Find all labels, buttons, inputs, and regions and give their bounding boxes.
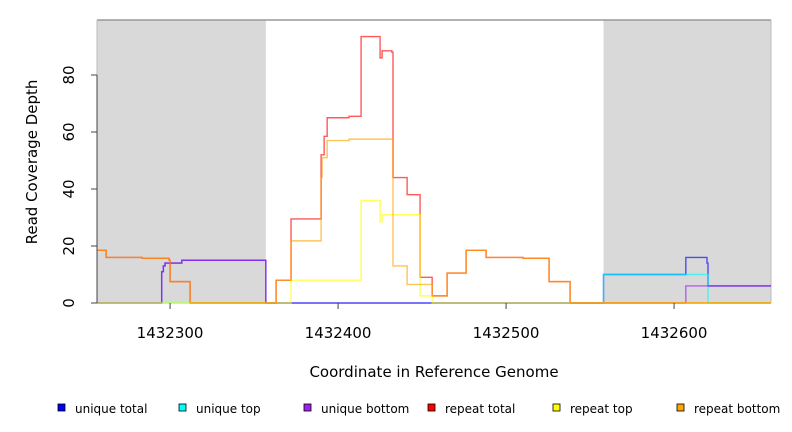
y-tick-label: 40 [60, 179, 78, 198]
legend-swatch-unique-bottom [303, 403, 312, 412]
x-tick-label: 1432500 [473, 324, 540, 342]
x-tick-label: 1432400 [305, 324, 372, 342]
series-line-repeat-top [97, 199, 771, 304]
shaded-region [603, 20, 771, 303]
y-tick-label: 80 [60, 65, 78, 84]
shaded-region [97, 20, 266, 303]
legend-label: unique total [75, 402, 147, 416]
y-tick-label: 0 [60, 298, 78, 308]
x-tick-label: 1432600 [641, 324, 708, 342]
legend-label: unique top [196, 402, 261, 416]
legend-swatch-unique-top [178, 403, 187, 412]
legend: unique total unique top unique bottom repea… [57, 402, 780, 416]
legend-label: repeat total [445, 402, 515, 416]
legend-swatch-repeat-total [427, 403, 436, 412]
y-tick-label: 20 [60, 236, 78, 255]
legend-label: repeat bottom [694, 402, 780, 416]
x-tick-label: 1432300 [137, 324, 204, 342]
y-axis-label: Read Coverage Depth [23, 80, 41, 245]
legend-label: unique bottom [321, 402, 409, 416]
legend-swatch-repeat-top [552, 403, 561, 412]
series-line-repeat-bottom [97, 138, 771, 304]
legend-swatch-unique-total [57, 403, 66, 412]
legend-label: repeat top [570, 402, 633, 416]
x-axis-label: Coordinate in Reference Genome [309, 363, 558, 381]
y-tick-label: 60 [60, 122, 78, 141]
legend-swatch-repeat-bottom [676, 403, 685, 412]
